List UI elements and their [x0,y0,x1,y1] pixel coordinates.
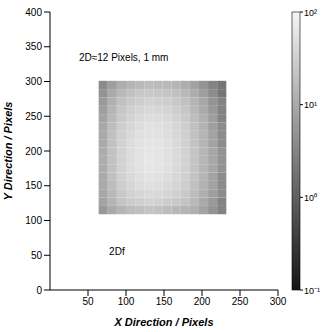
svg-text:150: 150 [156,296,173,307]
svg-text:250: 250 [232,296,249,307]
svg-text:200: 200 [194,296,211,307]
svg-text:0: 0 [36,285,42,296]
svg-text:50: 50 [82,296,94,307]
svg-text:X Direction / Pixels: X Direction / Pixels [113,316,213,328]
svg-text:300: 300 [25,76,42,87]
svg-text:10²: 10² [304,8,317,18]
svg-text:350: 350 [25,41,42,52]
svg-text:150: 150 [25,180,42,191]
svg-text:300: 300 [270,296,287,307]
svg-text:10¹: 10¹ [304,100,317,110]
svg-text:400: 400 [25,7,42,18]
svg-text:100: 100 [118,296,135,307]
svg-text:10⁰: 10⁰ [304,193,317,203]
svg-text:2Df: 2Df [109,246,125,257]
svg-text:250: 250 [25,111,42,122]
svg-text:200: 200 [25,146,42,157]
svg-text:Y Direction / Pixels: Y Direction / Pixels [2,102,14,201]
svg-text:2D≈12 Pixels, 1 mm: 2D≈12 Pixels, 1 mm [79,52,168,63]
svg-text:50: 50 [31,250,43,261]
svg-text:100: 100 [25,215,42,226]
svg-text:10⁻¹: 10⁻¹ [304,286,320,296]
